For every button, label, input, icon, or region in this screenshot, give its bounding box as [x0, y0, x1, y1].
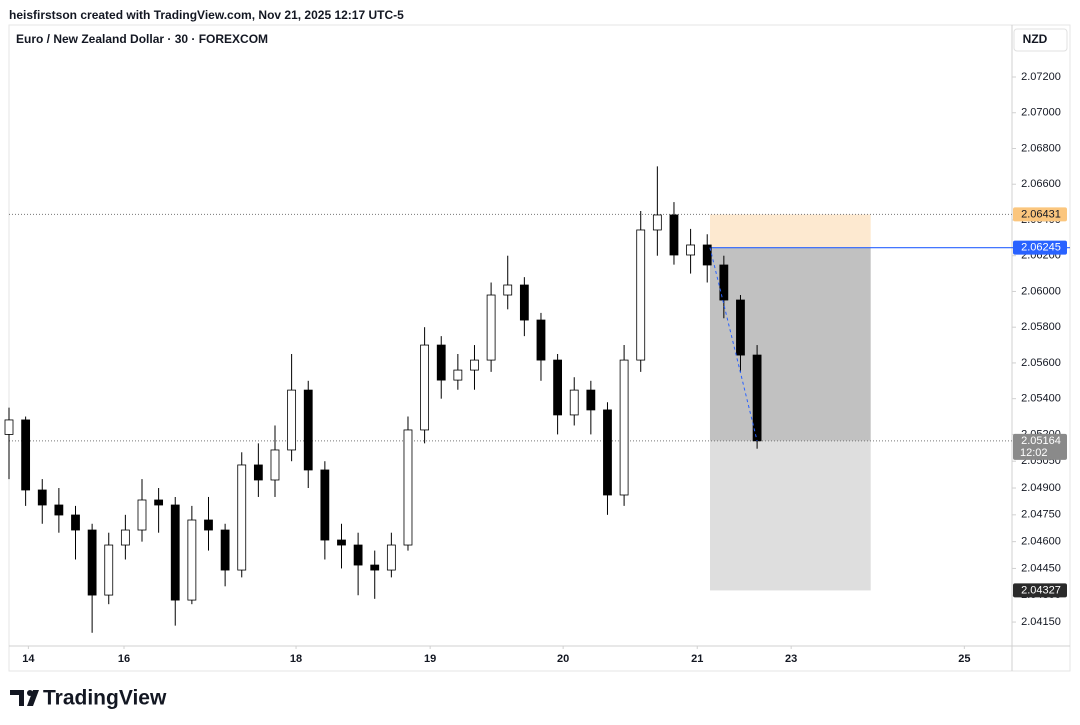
position-zone [709, 214, 871, 248]
candle-body [403, 429, 413, 546]
candle-body [104, 544, 114, 596]
candle-body [719, 264, 729, 301]
candle-body [120, 529, 130, 546]
position-zone [709, 247, 871, 441]
price-badge [1013, 583, 1067, 598]
x-tick-label: 23 [785, 653, 797, 665]
price-badge [1013, 207, 1067, 222]
x-tick-label: 14 [22, 653, 35, 665]
candle-body [204, 519, 213, 531]
candle-body [270, 449, 280, 481]
y-tick-label: 2.04900 [1021, 482, 1061, 494]
candle-body [652, 214, 662, 231]
price-badge [1013, 433, 1067, 460]
candle-body [420, 344, 430, 431]
brand: TradingView [43, 687, 167, 710]
logo [10, 690, 39, 706]
x-tick-label: 16 [118, 653, 130, 665]
candle-body [287, 389, 297, 451]
countdown: 12:02 [1020, 447, 1048, 459]
candle-body [337, 539, 346, 546]
candle-body [303, 389, 313, 471]
x-tick-label: 18 [290, 653, 302, 665]
candle-body [170, 504, 180, 601]
candle-body [636, 229, 646, 361]
price-axis: 2.072002.070002.068002.066002.064002.062… [1012, 71, 1067, 628]
candle-body [220, 529, 230, 571]
candle-body [470, 359, 479, 371]
price-badge-label: 2.06431 [1021, 208, 1061, 220]
candle-body [752, 354, 762, 442]
candle-body [253, 464, 263, 481]
y-tick-label: 2.04450 [1021, 562, 1061, 574]
y-tick-label: 2.07200 [1021, 71, 1061, 83]
y-tick-label: 2.06000 [1021, 285, 1061, 297]
candle-body [519, 284, 529, 321]
candle-body [619, 359, 629, 496]
candle-body [386, 544, 396, 571]
candle-body [669, 214, 679, 256]
frame [8, 24, 1071, 672]
candle-body [486, 294, 496, 361]
candle-body [536, 319, 546, 361]
candle-body [503, 284, 513, 296]
candle-body [436, 344, 446, 381]
candle-body [37, 489, 47, 506]
candle-body [154, 499, 164, 506]
plot: 14 16 18 19 20 21 23 25 [4, 166, 1070, 665]
candle-body [370, 564, 380, 571]
candle-body [87, 529, 97, 596]
position-zone [709, 440, 871, 591]
candle-body [736, 299, 745, 356]
currency: NZD [1023, 32, 1048, 46]
candle-body [453, 369, 463, 381]
x-tick-label: 25 [958, 653, 970, 665]
candle-body [237, 464, 247, 571]
candle-body [686, 244, 695, 256]
y-tick-label: 2.05400 [1021, 393, 1061, 405]
candle-body [54, 504, 64, 516]
candle-body [187, 519, 197, 601]
x-tick-label: 21 [691, 653, 703, 665]
price-badge-label: 2.04327 [1021, 584, 1061, 596]
caption: heisfirstson created with TradingView.co… [9, 8, 404, 22]
price-badge-label: 2.06245 [1021, 242, 1061, 254]
candle-body [586, 389, 596, 411]
candle-body [353, 544, 363, 566]
y-tick-label: 2.05600 [1021, 357, 1061, 369]
x-tick-label: 20 [557, 653, 569, 665]
candle-body [553, 359, 563, 416]
currency-box[interactable] [1013, 28, 1068, 52]
price-badge [1013, 240, 1067, 255]
candle-body [21, 419, 31, 491]
price-badge-label: 2.05164 [1021, 435, 1061, 447]
y-tick-label: 2.06600 [1021, 178, 1061, 190]
candle-body [4, 419, 14, 435]
candle-body [71, 514, 80, 531]
y-tick-label: 2.05800 [1021, 321, 1061, 333]
y-tick-label: 2.06200 [1021, 250, 1061, 262]
candle-body [137, 499, 147, 531]
candle-body [320, 469, 330, 541]
y-tick-label: 2.06800 [1021, 142, 1061, 154]
y-tick-label: 2.04600 [1021, 536, 1061, 548]
symbol-title: Euro / New Zealand Dollar · 30 · FOREXCO… [16, 32, 268, 46]
x-tick-label: 19 [424, 653, 436, 665]
y-tick-label: 2.07000 [1021, 107, 1061, 119]
y-tick-label: 2.04750 [1021, 509, 1061, 521]
candle-body [603, 409, 612, 496]
y-tick-label: 2.04150 [1021, 616, 1061, 628]
candle-body [569, 389, 579, 416]
candle-body [702, 244, 712, 266]
